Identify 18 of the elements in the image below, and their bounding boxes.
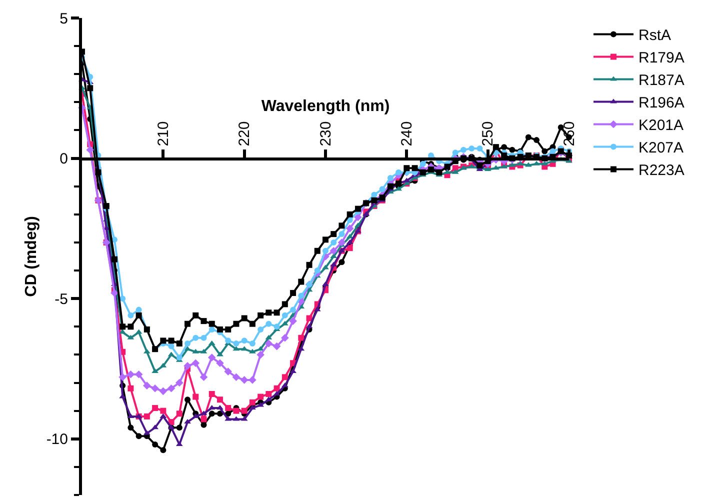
x-axis-title: Wavelength (nm) xyxy=(261,98,390,116)
x-tick-label: 220 xyxy=(236,121,254,146)
legend-label: K207A xyxy=(638,140,684,157)
x-tick-label: 240 xyxy=(398,121,416,146)
y-tick-label: 5 xyxy=(60,10,68,28)
legend-label: RstA xyxy=(638,27,671,44)
y-tick-label: 0 xyxy=(60,150,68,168)
legend-label: K201A xyxy=(638,117,684,134)
x-tick-label: 210 xyxy=(155,121,172,146)
legend-label: R179A xyxy=(638,50,684,67)
x-tick-label: 250 xyxy=(480,121,497,146)
y-tick-label: -10 xyxy=(46,431,68,448)
x-tick-label: 230 xyxy=(317,121,334,146)
legend-label: R187A xyxy=(638,72,684,90)
y-axis-title: CD (mdeg) xyxy=(23,216,40,297)
y-tick-label: -5 xyxy=(54,290,68,308)
legend-label: R196A xyxy=(638,94,684,112)
legend-label: R223A xyxy=(638,162,684,180)
